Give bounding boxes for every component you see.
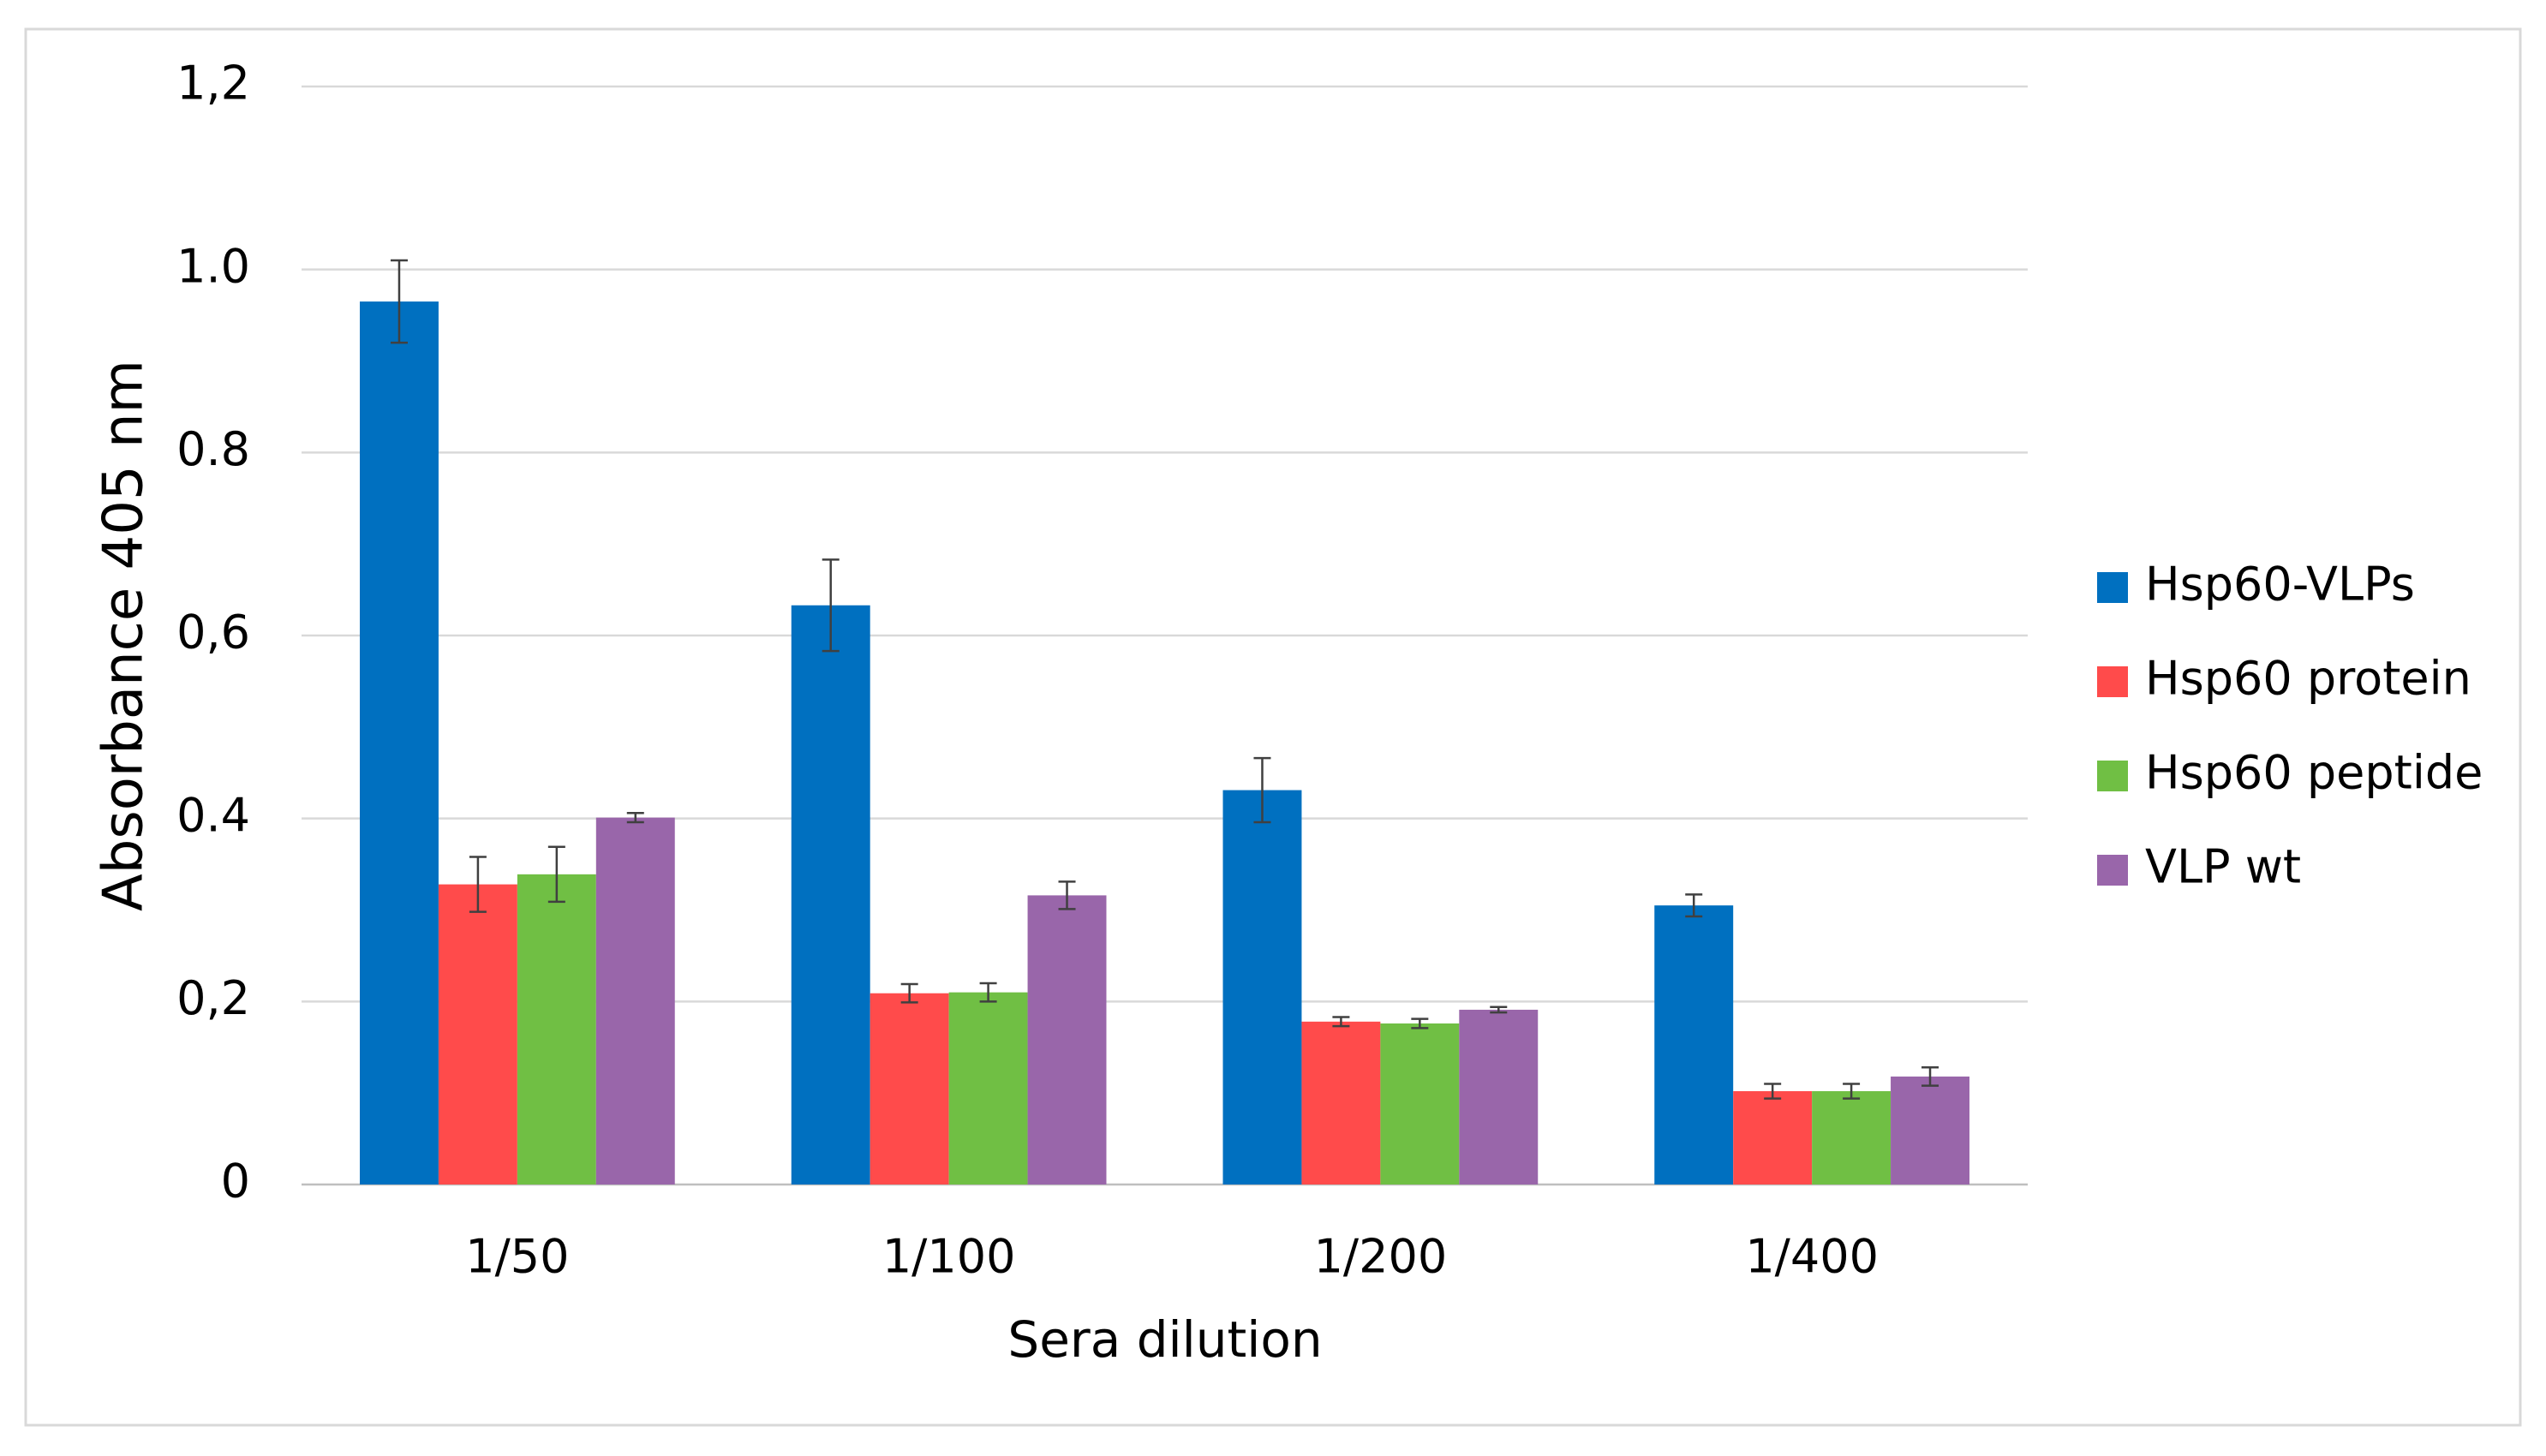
error-bar <box>1764 1083 1782 1100</box>
error-bar <box>1685 893 1703 918</box>
y-tick-label: 0 <box>221 1155 250 1208</box>
chart-border <box>24 27 2522 1427</box>
error-bar <box>822 558 840 653</box>
bar <box>1891 1076 1969 1184</box>
legend-swatch <box>2097 572 2128 603</box>
x-tick-label: 1/400 <box>1745 1230 1879 1284</box>
legend-label: VLP wt <box>2145 840 2301 894</box>
bar <box>1027 895 1107 1184</box>
error-bar <box>1332 1016 1350 1028</box>
error-bar <box>547 845 565 904</box>
x-tick-label: 1/50 <box>465 1230 569 1284</box>
bar <box>948 992 1028 1184</box>
bar <box>1222 790 1302 1184</box>
x-tick-label: 1/100 <box>882 1230 1016 1284</box>
error-bar <box>1490 1005 1508 1014</box>
bar <box>1812 1091 1892 1184</box>
bar <box>438 884 517 1184</box>
y-tick-label: 1.0 <box>176 239 250 293</box>
bar <box>870 993 949 1184</box>
y-axis-title: Absorbance 405 nm <box>93 360 156 911</box>
error-bar <box>1253 756 1271 824</box>
error-bar <box>1058 880 1076 910</box>
legend-swatch <box>2097 761 2128 791</box>
error-bar <box>626 812 644 824</box>
bar <box>1380 1023 1460 1184</box>
y-tick-label: 0.8 <box>176 422 250 476</box>
x-tick-label: 1/200 <box>1314 1230 1448 1284</box>
bar <box>1733 1091 1813 1184</box>
error-bar <box>390 259 408 344</box>
y-tick-label: 0,6 <box>176 606 250 659</box>
x-axis-title: Sera dilution <box>1007 1310 1322 1369</box>
error-bar <box>469 856 487 913</box>
bar <box>595 817 675 1184</box>
y-tick-label: 0,2 <box>176 971 250 1025</box>
bar <box>1654 905 1734 1184</box>
bar <box>1301 1021 1381 1184</box>
legend-label: Hsp60 protein <box>2145 652 2471 706</box>
error-bar <box>1411 1017 1429 1029</box>
error-bar <box>1921 1066 1939 1087</box>
bar <box>360 301 439 1184</box>
y-tick-label: 1,2 <box>176 57 250 110</box>
error-bar <box>1843 1083 1861 1100</box>
legend-label: Hsp60-VLPs <box>2145 558 2415 612</box>
legend-swatch <box>2097 855 2128 886</box>
bar <box>1459 1009 1539 1184</box>
bar <box>517 874 596 1184</box>
bar <box>791 605 870 1184</box>
error-bar <box>979 982 997 1003</box>
y-tick-label: 0.4 <box>176 788 250 842</box>
legend-label: Hsp60 peptide <box>2145 746 2483 800</box>
legend-swatch <box>2097 666 2128 697</box>
error-bar <box>900 982 918 1004</box>
